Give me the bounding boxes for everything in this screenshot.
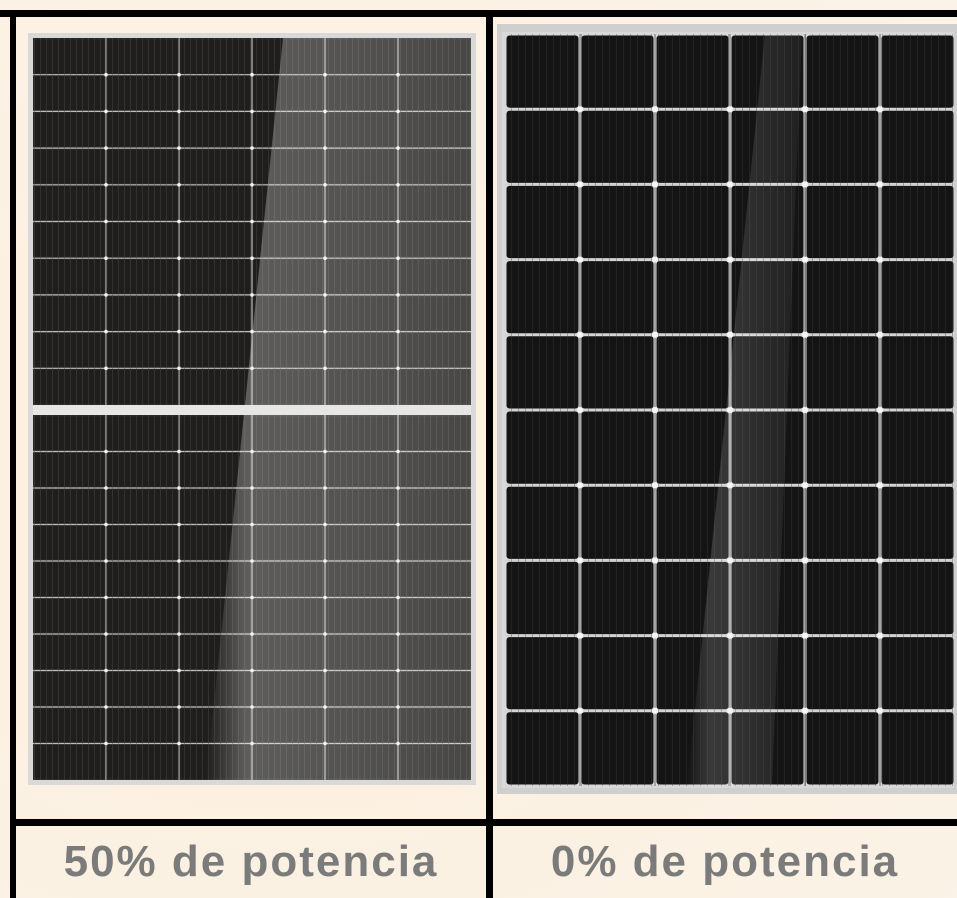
- middle-divider: [486, 10, 493, 898]
- left-divider: [10, 10, 16, 898]
- half-cell-power-caption: 50% de potencia: [63, 837, 439, 886]
- junction-gap: [33, 405, 471, 415]
- full-cell-power-caption: 0% de potencia: [550, 837, 900, 886]
- full-cell-solar-panel-image: [497, 24, 957, 794]
- top-divider: [0, 10, 957, 17]
- bottom-divider: [10, 819, 957, 826]
- half-cell-solar-panel-image: [28, 33, 476, 785]
- glare-reflection: [687, 34, 802, 786]
